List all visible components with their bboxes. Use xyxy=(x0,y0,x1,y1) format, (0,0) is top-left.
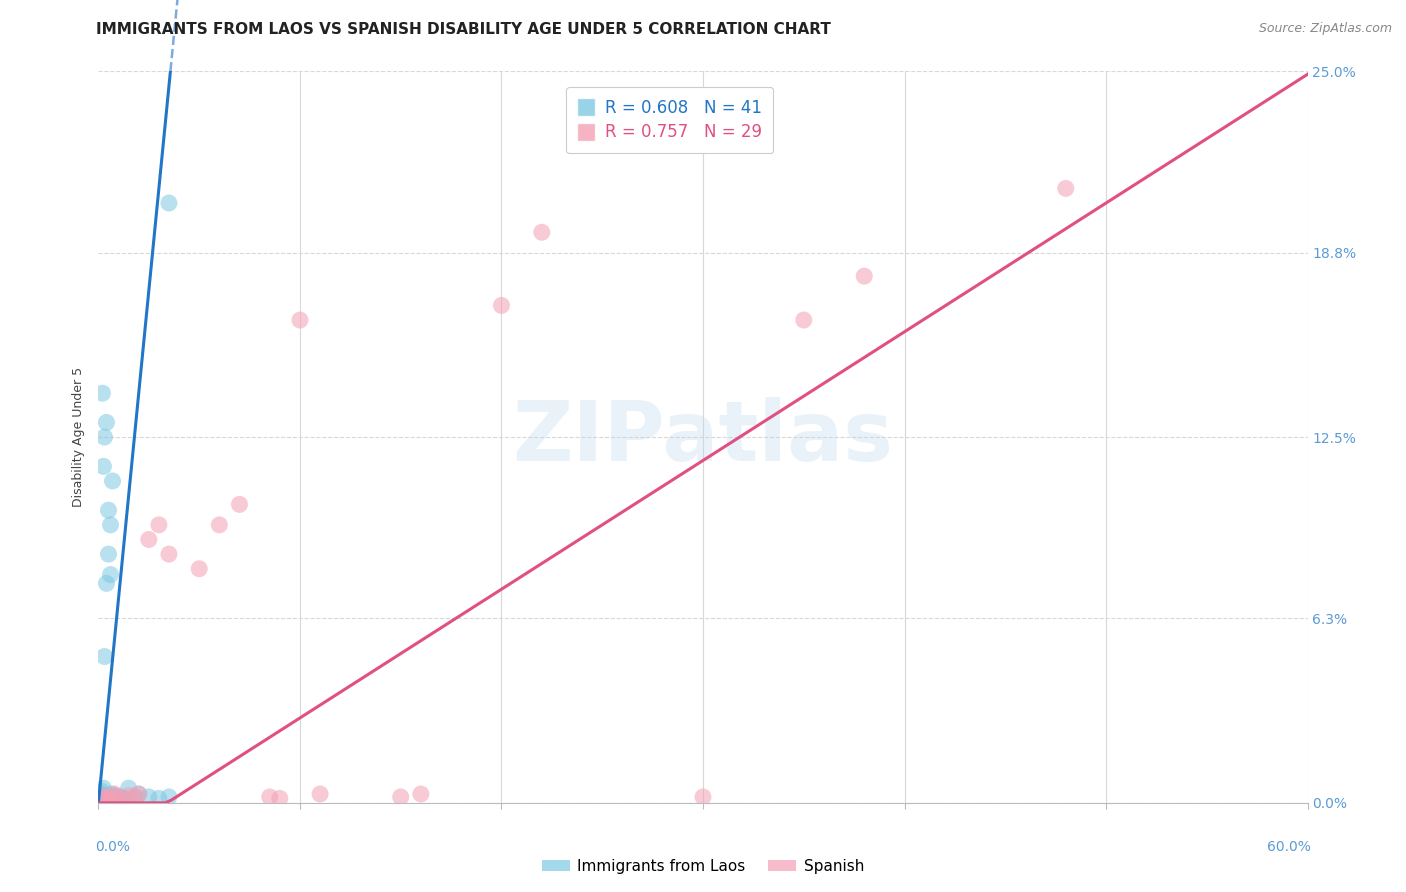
Point xyxy=(793,313,815,327)
Point xyxy=(530,225,553,239)
Point xyxy=(89,793,111,807)
Point xyxy=(101,474,124,488)
Point xyxy=(111,793,134,807)
Point xyxy=(208,517,231,532)
Point xyxy=(100,793,122,807)
Point xyxy=(389,789,412,804)
Point xyxy=(90,784,112,798)
Point xyxy=(1054,181,1077,195)
Point xyxy=(157,789,180,804)
Point xyxy=(100,791,122,805)
Y-axis label: Disability Age Under 5: Disability Age Under 5 xyxy=(72,367,86,508)
Point xyxy=(93,793,115,807)
Point xyxy=(91,789,114,803)
Point xyxy=(128,787,150,801)
Legend: R = 0.608   N = 41, R = 0.757   N = 29: R = 0.608 N = 41, R = 0.757 N = 29 xyxy=(567,87,773,153)
Point xyxy=(107,789,129,804)
Point xyxy=(124,789,146,804)
Point xyxy=(148,517,170,532)
Point xyxy=(110,789,132,804)
Point xyxy=(111,793,134,807)
Point xyxy=(157,196,180,211)
Point xyxy=(94,789,117,804)
Point xyxy=(91,789,114,804)
Point xyxy=(98,793,121,807)
Text: 0.0%: 0.0% xyxy=(96,840,131,855)
Text: ZIPatlas: ZIPatlas xyxy=(513,397,893,477)
Point xyxy=(228,497,250,511)
Point xyxy=(96,793,118,807)
Point xyxy=(309,787,332,801)
Point xyxy=(100,787,122,801)
Point xyxy=(89,787,111,801)
Point xyxy=(97,789,120,804)
Point xyxy=(105,793,128,807)
Point xyxy=(188,562,211,576)
Point xyxy=(124,789,146,804)
Point xyxy=(100,567,122,582)
Point xyxy=(97,791,120,805)
Point xyxy=(103,789,125,803)
Point xyxy=(409,787,432,801)
Point xyxy=(101,789,124,804)
Point xyxy=(853,269,876,284)
Point xyxy=(100,517,122,532)
Point xyxy=(118,781,141,796)
Point xyxy=(138,533,160,547)
Point xyxy=(118,789,141,803)
Text: 60.0%: 60.0% xyxy=(1267,840,1310,855)
Point xyxy=(491,298,513,312)
Point xyxy=(93,430,115,444)
Point xyxy=(96,576,118,591)
Point xyxy=(90,791,112,805)
Point xyxy=(93,649,115,664)
Point xyxy=(93,459,115,474)
Point xyxy=(96,789,118,804)
Text: IMMIGRANTS FROM LAOS VS SPANISH DISABILITY AGE UNDER 5 CORRELATION CHART: IMMIGRANTS FROM LAOS VS SPANISH DISABILI… xyxy=(96,22,831,37)
Point xyxy=(148,791,170,805)
Point xyxy=(96,416,118,430)
Point xyxy=(96,791,118,805)
Text: Source: ZipAtlas.com: Source: ZipAtlas.com xyxy=(1258,22,1392,36)
Point xyxy=(107,791,129,805)
Point xyxy=(93,781,115,796)
Point xyxy=(93,791,115,805)
Legend: Immigrants from Laos, Spanish: Immigrants from Laos, Spanish xyxy=(536,853,870,880)
Point xyxy=(97,547,120,561)
Point xyxy=(128,787,150,801)
Point xyxy=(114,791,136,805)
Point xyxy=(692,789,714,804)
Point xyxy=(91,386,114,401)
Point xyxy=(269,791,291,805)
Point xyxy=(101,793,124,807)
Point xyxy=(103,787,125,801)
Point xyxy=(157,547,180,561)
Point xyxy=(288,313,311,327)
Point xyxy=(93,789,115,804)
Point xyxy=(259,789,281,804)
Point xyxy=(97,503,120,517)
Point xyxy=(138,789,160,804)
